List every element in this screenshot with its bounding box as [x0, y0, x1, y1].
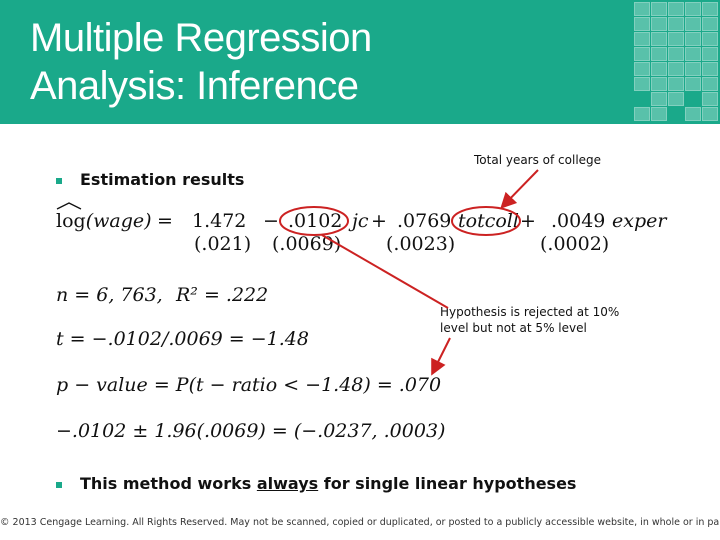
title-line-1: Multiple Regression: [30, 16, 372, 60]
se-totcoll: (.0023): [386, 233, 456, 255]
log-hat: [56, 202, 82, 210]
operator-plus-1: +: [371, 210, 387, 232]
grid-cell: [651, 77, 667, 91]
log-operator: log: [56, 210, 86, 232]
operator-plus-2: +: [520, 210, 536, 232]
p-value: p − value = P(t − ratio < −1.48) = .070: [56, 374, 441, 396]
title-banner: Multiple Regression Analysis: Inference: [0, 0, 720, 124]
arrow-to-p-value: [431, 337, 451, 376]
jc-coefficient-highlight: [279, 206, 349, 236]
grid-cell: [634, 32, 650, 46]
sample-size: n = 6, 763,: [56, 284, 163, 306]
bullet2-text-pre: This method works: [80, 474, 257, 493]
t-statistic: t = −.0102/.0069 = −1.48: [56, 328, 309, 350]
p-value-text: p − value = P(t − ratio < −1.48) = .070: [56, 374, 442, 396]
grid-cell: [668, 2, 684, 16]
grid-cell: [651, 92, 667, 106]
grid-cell: [651, 107, 667, 121]
t-statistic-text: t = −.0102/.0069 = −1.48: [56, 328, 309, 350]
bullet-marker-1: [56, 178, 62, 184]
annotation-total-years-college: Total years of college: [474, 153, 602, 167]
grid-decoration: [628, 0, 720, 124]
grid-cell: [634, 17, 650, 31]
operator-minus: −: [263, 210, 279, 232]
grid-cell: [702, 2, 718, 16]
se-intercept: (.021): [194, 233, 252, 255]
exper-coefficient: .0049: [551, 210, 606, 232]
slide-title: Multiple Regression Analysis: Inference: [30, 14, 372, 110]
intercept-coefficient: 1.472: [192, 210, 247, 232]
totcoll-coefficient: .0769: [397, 210, 452, 232]
grid-cell: [702, 32, 718, 46]
equation-lhs: log(wage): [56, 210, 152, 232]
r-squared-text: R² = .222: [176, 284, 269, 306]
grid-cell: [702, 107, 718, 121]
annotation-hypothesis-rejected: Hypothesis is rejected at 10% level but …: [440, 305, 620, 335]
confidence-interval: −.0102 ± 1.96(.0069) = (−.0237, .0003): [56, 420, 445, 442]
grid-cell: [685, 77, 701, 91]
grid-cell: [685, 62, 701, 76]
lhs-variable: (wage): [85, 210, 152, 232]
totcoll-highlight: [451, 206, 521, 236]
grid-cell: [702, 62, 718, 76]
grid-cell: [651, 2, 667, 16]
arrow-from-jc: [321, 234, 449, 309]
totcoll-variable: totcoll: [458, 210, 519, 232]
bullet-marker-2: [56, 482, 62, 488]
exper-variable: exper: [612, 210, 667, 232]
bullet-estimation-results: Estimation results: [80, 170, 245, 189]
grid-cell: [668, 17, 684, 31]
bullet-method-works-always: This method works always for single line…: [80, 474, 576, 493]
confidence-interval-text: −.0102 ± 1.96(.0069) = (−.0237, .0003): [56, 420, 446, 442]
grid-cell: [685, 47, 701, 61]
grid-cell: [668, 77, 684, 91]
grid-cell: [651, 17, 667, 31]
r-squared: R² = .222: [176, 284, 268, 306]
grid-cell: [668, 32, 684, 46]
jc-variable: jc: [352, 210, 369, 232]
sample-size-text: n = 6, 763,: [56, 284, 163, 306]
grid-cell: [668, 47, 684, 61]
bullet2-text-post: for single linear hypotheses: [318, 474, 577, 493]
grid-cell: [668, 92, 684, 106]
grid-cell: [685, 32, 701, 46]
grid-cell: [634, 2, 650, 16]
se-exper: (.0002): [540, 233, 610, 255]
grid-cell: [634, 107, 650, 121]
grid-cell: [651, 32, 667, 46]
grid-cell: [634, 62, 650, 76]
equals-sign: =: [157, 210, 173, 232]
grid-cell: [702, 17, 718, 31]
grid-cell: [702, 47, 718, 61]
title-line-2: Analysis: Inference: [30, 64, 359, 108]
grid-cell: [668, 62, 684, 76]
grid-cell: [702, 77, 718, 91]
grid-cell: [685, 2, 701, 16]
grid-cell: [685, 17, 701, 31]
bullet2-emphasis: always: [256, 474, 319, 493]
copyright-footer: © 2013 Cengage Learning. All Rights Rese…: [0, 517, 720, 528]
grid-cell: [702, 92, 718, 106]
se-jc: (.0069): [272, 233, 342, 255]
grid-cell: [685, 107, 701, 121]
grid-cell: [651, 62, 667, 76]
arrow-to-totcoll: [500, 169, 539, 209]
jc-coefficient: .0102: [288, 210, 343, 232]
grid-cell: [634, 77, 650, 91]
grid-cell: [651, 47, 667, 61]
grid-cell: [634, 47, 650, 61]
